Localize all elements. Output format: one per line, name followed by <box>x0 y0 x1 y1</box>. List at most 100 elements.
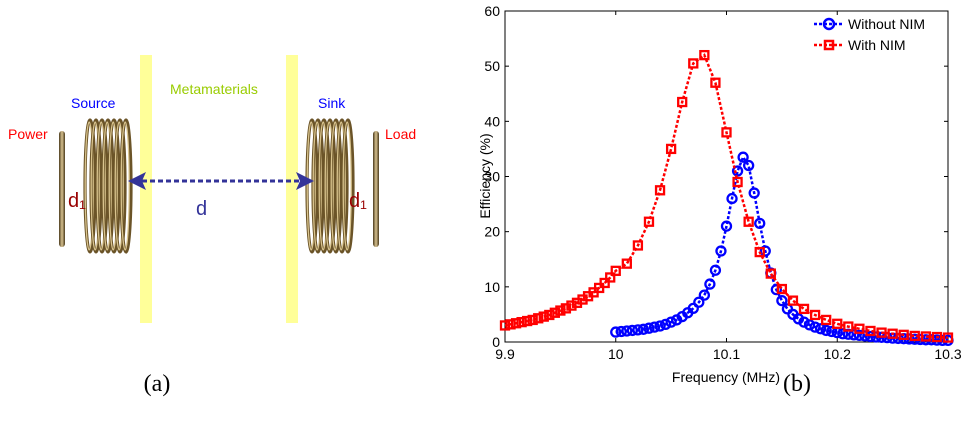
data-point-with-nim <box>544 309 555 321</box>
sink-coil <box>305 118 355 254</box>
data-point-without-nim <box>731 165 744 177</box>
data-point-with-nim <box>549 307 560 318</box>
data-point-without-nim <box>648 321 661 333</box>
x-tick-label: 10 <box>608 346 624 362</box>
data-point-without-nim <box>720 220 733 232</box>
data-point-without-nim <box>665 316 677 328</box>
coil-turn-highlight <box>342 121 352 251</box>
arrow-head-left <box>128 172 146 190</box>
data-point-with-nim <box>821 314 832 326</box>
legend-marker-with-nim <box>823 39 835 51</box>
data-point-without-nim <box>776 294 788 307</box>
sink-label: Sink <box>318 95 346 111</box>
data-point-with-nim <box>560 303 572 314</box>
data-point-without-nim <box>848 329 860 341</box>
data-point-without-nim <box>698 289 711 301</box>
power-label: Power <box>8 126 48 142</box>
legend: Without NIM With NIM <box>814 16 925 53</box>
x-tick-label: 9.9 <box>495 346 515 362</box>
data-point-with-nim <box>527 314 538 326</box>
data-point-with-nim <box>832 318 843 329</box>
legend-label-with-nim: With NIM <box>848 37 906 53</box>
metamaterial-slab-left <box>140 55 152 323</box>
x-axis: 9.9 10 10.1 10.2 10.3 <box>495 11 962 362</box>
y-tick-label: 10 <box>484 279 500 295</box>
series-layer <box>499 49 954 346</box>
data-point-with-nim <box>654 185 666 196</box>
x-tick-label: 10.3 <box>934 346 961 362</box>
data-point-with-nim <box>854 323 865 334</box>
data-point-without-nim <box>737 151 749 163</box>
x-tick-label: 10.1 <box>713 346 740 362</box>
data-point-with-nim <box>798 303 810 315</box>
y-tick-label: 40 <box>484 113 500 129</box>
data-point-without-nim <box>626 324 639 337</box>
source-label: Source <box>71 95 116 111</box>
coil-turn-highlight <box>330 121 340 251</box>
data-point-with-nim <box>677 96 688 108</box>
data-point-with-nim <box>743 216 754 227</box>
data-point-with-nim <box>555 305 566 316</box>
data-point-with-nim <box>516 316 527 328</box>
data-point-without-nim <box>687 302 699 314</box>
data-point-with-nim <box>843 321 854 332</box>
data-point-with-nim <box>688 58 699 69</box>
coil-turn-highlight <box>312 121 322 251</box>
data-point-without-nim <box>798 316 810 328</box>
data-point-without-nim <box>853 329 866 342</box>
data-point-with-nim <box>754 246 765 258</box>
data-point-with-nim <box>887 328 898 339</box>
data-point-without-nim <box>814 323 827 335</box>
caption-a: (a) <box>144 371 171 397</box>
coil-turn-highlight <box>120 121 130 251</box>
data-point-without-nim <box>803 319 816 331</box>
data-point-with-nim <box>721 127 732 138</box>
data-point-without-nim <box>754 217 766 230</box>
diagram-panel: Power Source Metamaterials Sink Load d₁ … <box>0 0 470 423</box>
y-axis: 0 10 20 30 40 50 60 <box>484 3 948 350</box>
data-point-without-nim <box>864 330 877 343</box>
data-point-with-nim <box>632 240 644 251</box>
y-tick-label: 0 <box>492 334 500 350</box>
coil-turn-highlight <box>96 121 106 251</box>
data-point-with-nim <box>942 332 954 343</box>
data-point-with-nim <box>710 77 721 88</box>
d1-left-label: d₁ <box>68 190 86 212</box>
data-point-with-nim <box>599 277 610 289</box>
data-point-with-nim <box>865 325 876 337</box>
data-point-with-nim <box>510 318 522 329</box>
y-tick-label: 30 <box>484 169 500 185</box>
y-axis-title: Efficiency (%) <box>477 133 493 218</box>
data-point-without-nim <box>709 264 722 276</box>
data-point-with-nim <box>909 330 920 342</box>
data-point-without-nim <box>809 321 821 333</box>
data-point-with-nim <box>566 300 577 311</box>
data-point-with-nim <box>522 315 533 327</box>
power-loop <box>59 131 65 247</box>
data-point-without-nim <box>615 325 627 338</box>
coil-turn-highlight <box>102 121 112 251</box>
data-point-without-nim <box>659 318 672 330</box>
y-tick-label: 60 <box>484 3 500 19</box>
plot-area <box>504 10 949 343</box>
coil-turn-highlight <box>306 121 316 251</box>
data-point-without-nim <box>654 320 666 332</box>
data-point-without-nim <box>726 192 738 205</box>
data-point-without-nim <box>704 278 716 290</box>
coil-turn-highlight <box>84 121 94 251</box>
metamaterial-slab-right <box>286 55 298 323</box>
data-point-without-nim <box>693 296 705 308</box>
coil-turn-highlight <box>318 121 328 251</box>
data-point-with-nim <box>605 272 616 283</box>
legend-marker-without-nim <box>822 17 836 31</box>
data-point-without-nim <box>610 326 622 338</box>
coil-turn-highlight <box>336 121 346 251</box>
x-axis-title: Frequency (MHz) <box>672 369 780 385</box>
data-point-without-nim <box>621 325 633 337</box>
data-point-with-nim <box>505 319 516 330</box>
diagram-svg: Power Source Metamaterials Sink Load d₁ … <box>8 55 416 397</box>
data-point-with-nim <box>621 258 632 269</box>
data-point-with-nim <box>643 216 655 227</box>
data-point-without-nim <box>742 159 755 172</box>
data-point-without-nim <box>715 245 727 257</box>
